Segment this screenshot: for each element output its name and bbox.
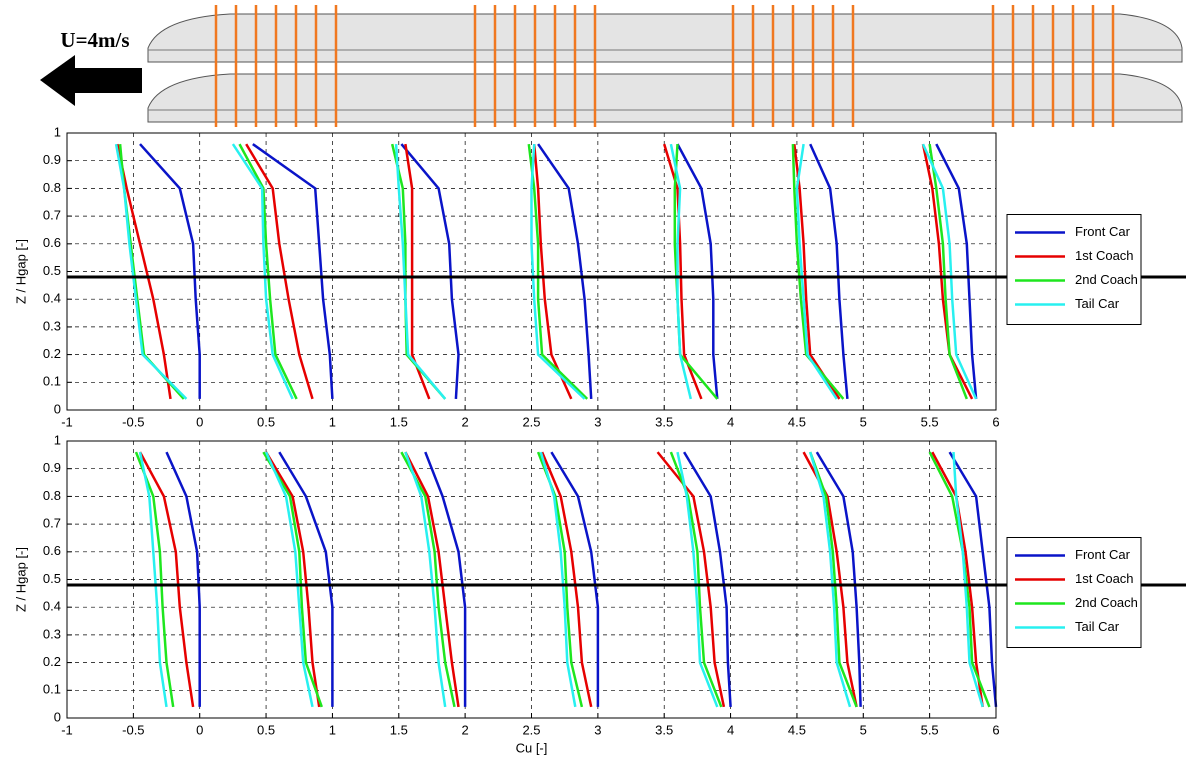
y-tick-label: 0.5	[43, 571, 61, 586]
x-tick-label: -0.5	[122, 414, 144, 429]
legend-label: 2nd Coach	[1075, 595, 1138, 610]
y-axis-label: Z / Hgap [-]	[13, 547, 28, 612]
legend-label: 1st Coach	[1075, 248, 1134, 263]
legend-label: Tail Car	[1075, 296, 1120, 311]
x-tick-label: 5.5	[921, 414, 939, 429]
x-tick-label: 0	[196, 722, 203, 737]
x-tick-label: -1	[61, 722, 73, 737]
x-tick-label: 3	[594, 414, 601, 429]
y-tick-label: 0.8	[43, 180, 61, 195]
y-tick-label: 0	[54, 709, 61, 724]
y-tick-label: 0.6	[43, 235, 61, 250]
y-tick-label: 0.2	[43, 654, 61, 669]
y-tick-label: 0.7	[43, 208, 61, 223]
legend-label: 2nd Coach	[1075, 272, 1138, 287]
x-tick-label: 1.5	[390, 414, 408, 429]
y-tick-label: 0.4	[43, 599, 61, 614]
x-tick-label: 1.5	[390, 722, 408, 737]
profile-line	[165, 451, 998, 708]
x-tick-label: 3.5	[655, 414, 673, 429]
profile-line	[139, 143, 978, 400]
legend-label: 1st Coach	[1075, 571, 1134, 586]
y-tick-label: 0.7	[43, 516, 61, 531]
y-tick-label: 0.6	[43, 543, 61, 558]
flow-arrow	[40, 55, 142, 106]
x-tick-label: 4.5	[788, 722, 806, 737]
x-tick-label: -1	[61, 414, 73, 429]
x-tick-label: 5	[860, 414, 867, 429]
y-tick-label: 0.3	[43, 626, 61, 641]
profile-line	[134, 451, 991, 708]
train-bottom	[147, 73, 1183, 123]
x-tick-label: 6	[992, 414, 999, 429]
x-tick-label: 6	[992, 722, 999, 737]
profile-line	[116, 143, 974, 400]
x-tick-label: 2.5	[522, 722, 540, 737]
y-tick-label: 0.1	[43, 374, 61, 389]
profile-line	[138, 451, 984, 708]
legend-label: Tail Car	[1075, 619, 1120, 634]
x-tick-label: 3.5	[655, 722, 673, 737]
y-tick-label: 0.9	[43, 152, 61, 167]
x-axis-label: Cu [-]	[516, 740, 548, 755]
profile-line	[118, 143, 968, 400]
x-tick-label: 2.5	[522, 414, 540, 429]
y-tick-label: 0.2	[43, 346, 61, 361]
x-tick-label: 4	[727, 414, 734, 429]
x-tick-label: 0.5	[257, 722, 275, 737]
x-tick-label: -0.5	[122, 722, 144, 737]
x-tick-label: 2	[462, 722, 469, 737]
train-top	[147, 13, 1183, 63]
profile-line	[114, 143, 978, 400]
y-tick-label: 0.5	[43, 263, 61, 278]
y-tick-label: 0.9	[43, 460, 61, 475]
train-illustration: U=4m/s	[40, 5, 1183, 127]
legend-label: Front Car	[1075, 547, 1131, 562]
x-tick-label: 2	[462, 414, 469, 429]
measurement-planes	[214, 5, 1115, 127]
y-tick-label: 0	[54, 401, 61, 416]
x-tick-label: 4.5	[788, 414, 806, 429]
y-axis-label: Z / Hgap [-]	[13, 239, 28, 304]
x-tick-label: 5	[860, 722, 867, 737]
axes-frame	[66, 132, 997, 411]
y-tick-label: 0.1	[43, 682, 61, 697]
flow-speed: U=4m/s	[60, 28, 129, 52]
y-tick-label: 0.3	[43, 318, 61, 333]
y-tick-label: 0.4	[43, 291, 61, 306]
x-tick-label: 1	[329, 722, 336, 737]
y-tick-label: 1	[54, 124, 61, 139]
y-tick-label: 1	[54, 432, 61, 447]
y-tick-label: 0.8	[43, 488, 61, 503]
x-tick-label: 3	[594, 722, 601, 737]
legend-label: Front Car	[1075, 224, 1131, 239]
x-tick-label: 0.5	[257, 414, 275, 429]
x-tick-label: 5.5	[921, 722, 939, 737]
x-tick-label: 1	[329, 414, 336, 429]
profile-line	[138, 451, 984, 708]
x-tick-label: 4	[727, 722, 734, 737]
x-tick-label: 0	[196, 414, 203, 429]
axes-frame	[66, 440, 997, 719]
